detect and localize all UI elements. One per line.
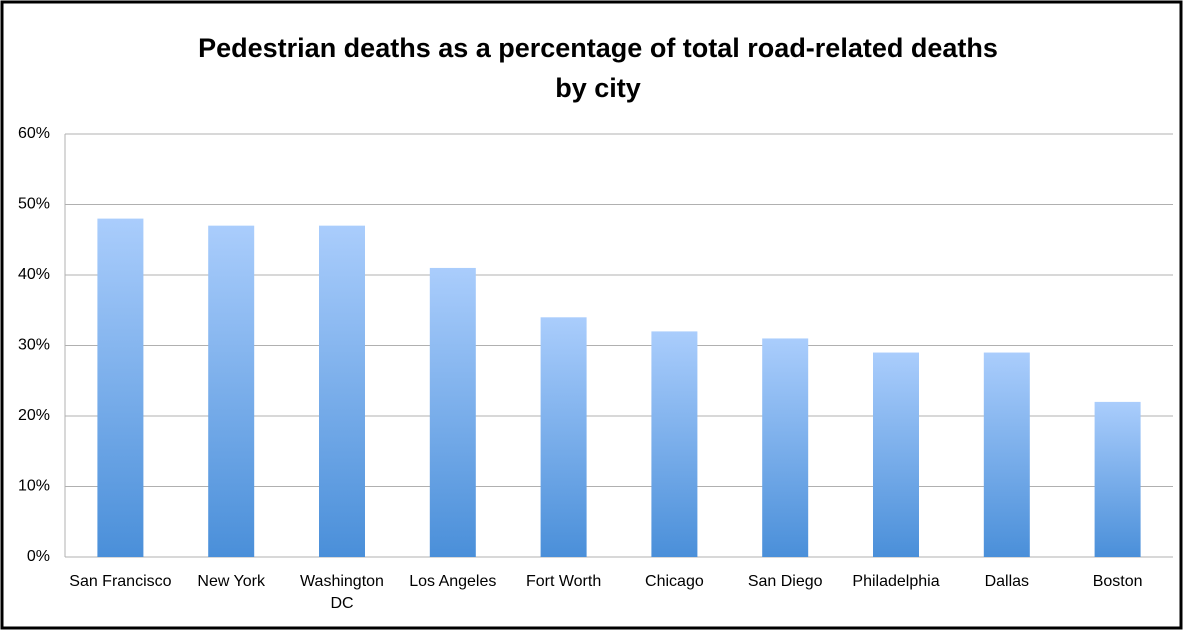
y-tick-label: 0% bbox=[27, 548, 50, 565]
bar bbox=[983, 352, 1030, 557]
bar bbox=[208, 225, 255, 557]
x-tick-label: San Diego bbox=[748, 573, 823, 590]
y-tick-label: 40% bbox=[18, 266, 50, 283]
x-tick-label: San Francisco bbox=[69, 573, 171, 590]
y-tick-label: 10% bbox=[18, 478, 50, 495]
bar bbox=[429, 267, 476, 557]
x-tick-label: Washington DC bbox=[300, 573, 384, 612]
x-tick-label: Fort Worth bbox=[526, 573, 601, 590]
y-tick-label: 20% bbox=[18, 407, 50, 424]
y-tick-label: 50% bbox=[18, 196, 50, 213]
bar bbox=[1094, 401, 1141, 557]
x-tick-label: Dallas bbox=[985, 573, 1029, 590]
bar bbox=[319, 225, 365, 557]
x-tick-label: Los Angeles bbox=[409, 573, 496, 590]
chart-title: by city bbox=[555, 73, 641, 103]
x-tick-label: New York bbox=[197, 573, 266, 590]
bar bbox=[873, 352, 919, 557]
x-tick-label: Chicago bbox=[645, 573, 704, 590]
bar bbox=[540, 317, 587, 557]
bar bbox=[762, 338, 809, 557]
y-tick-label: 30% bbox=[18, 337, 50, 354]
bar bbox=[97, 218, 144, 557]
x-tick-label: Philadelphia bbox=[852, 573, 939, 590]
bar bbox=[651, 331, 698, 557]
x-tick-label: Boston bbox=[1093, 573, 1143, 590]
y-tick-label: 60% bbox=[18, 125, 50, 142]
chart-title: Pedestrian deaths as a percentage of tot… bbox=[198, 33, 998, 63]
